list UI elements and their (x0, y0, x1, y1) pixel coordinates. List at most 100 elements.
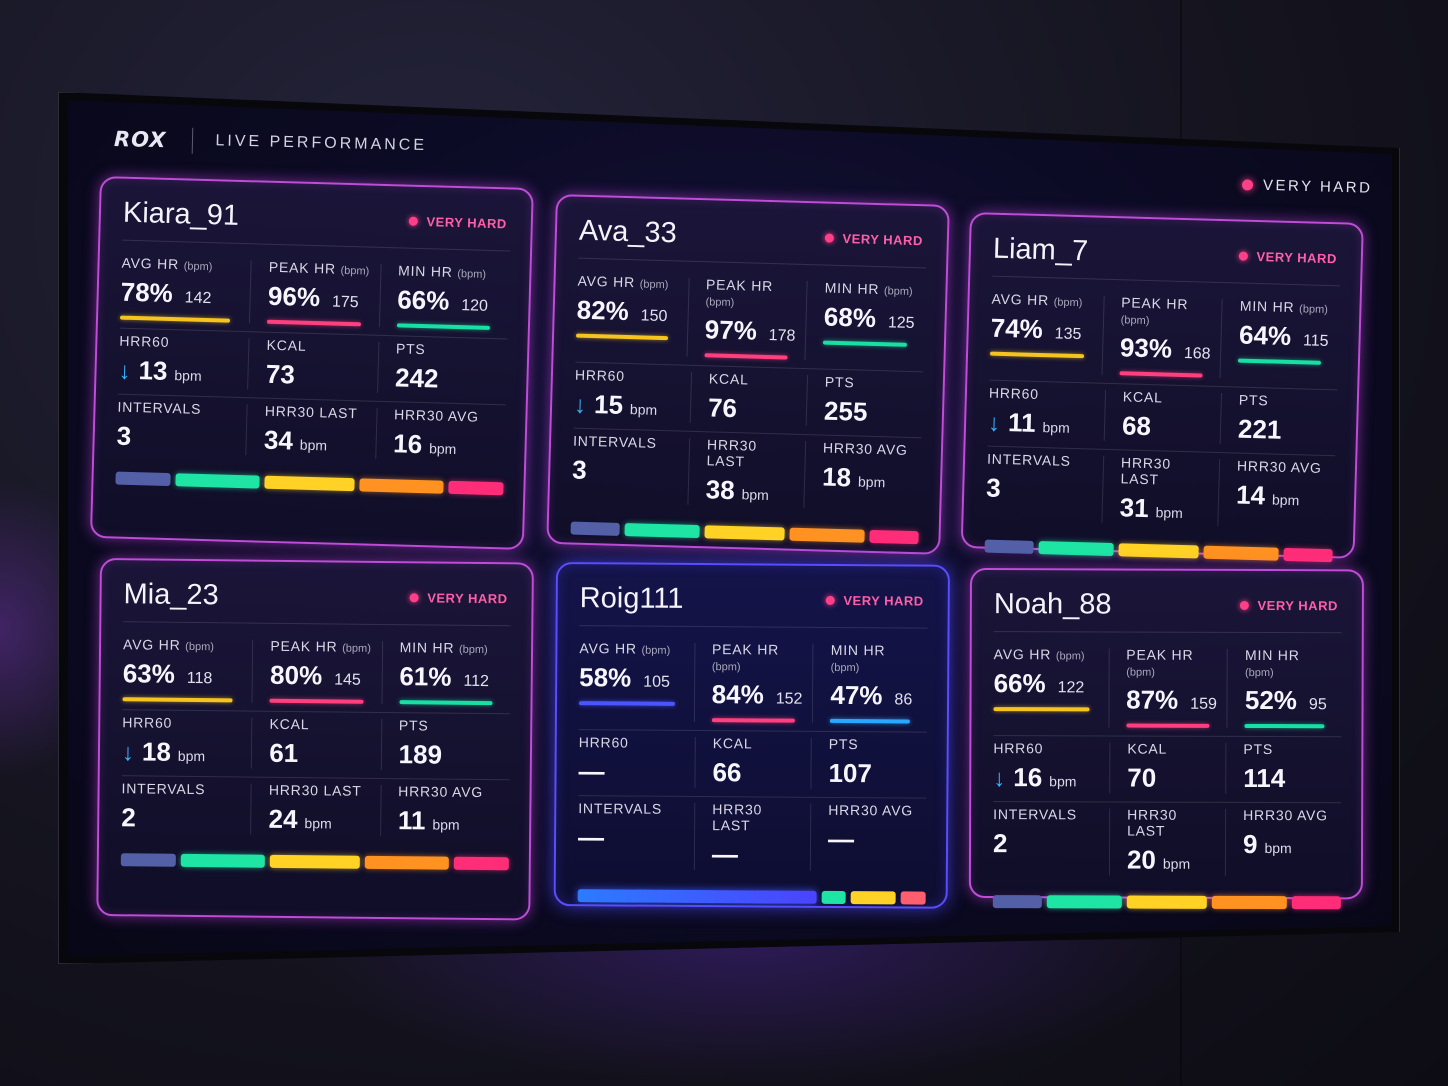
hr-row: AVG HR (bpm) 74% 135 PEAK HR (bpm) 93% 168… (989, 286, 1340, 391)
avg-hr-percent: 74% (990, 312, 1044, 345)
hrr30-avg-value: 14 (1235, 479, 1266, 511)
pts-cell: PTS 242 (376, 336, 507, 405)
min-hr-percent: 52% (1244, 684, 1298, 716)
intervals-cell: INTERVALS — (578, 796, 695, 878)
zone-3-segment (264, 475, 355, 492)
status-dot-icon (1239, 600, 1249, 610)
intervals-value: 2 (121, 802, 136, 833)
zone-3-segment (1126, 895, 1207, 909)
kcal-cell: KCAL 76 (689, 366, 807, 434)
hrr30-avg-cell: HRR30 AVG 11 bpm (380, 779, 510, 845)
hrr30-last-cell: HRR30 LAST 34 bpm (245, 398, 376, 467)
intervals-cell: INTERVALS 2 (121, 776, 251, 842)
hrr60-unit: bpm (1049, 773, 1077, 790)
hrr30-last-value: 34 (263, 424, 294, 456)
peak-hr-bpm: 168 (1183, 345, 1211, 363)
zone-2-segment (180, 853, 266, 868)
intervals-value: 3 (116, 420, 132, 451)
card-header: Noah_88 VERY HARD (993, 588, 1342, 634)
intervals-label: INTERVALS (572, 432, 658, 451)
arrow-down-icon: ↓ (573, 391, 587, 419)
hrr30-last-label: HRR30 LAST (1127, 806, 1178, 839)
zone-2-segment (821, 890, 847, 905)
hrr30-last-value: 20 (1126, 844, 1156, 875)
intensity-badge: VERY HARD (408, 214, 507, 231)
intensity-badge: VERY HARD (824, 231, 924, 249)
session-status-label: VERY HARD (1262, 176, 1373, 197)
zone-4-segment (364, 855, 450, 870)
hrr60-cell: HRR60 ↓ 18 bpm (122, 710, 252, 776)
zone-3-segment (270, 854, 360, 869)
card-header: Ava_33 VERY HARD (578, 214, 928, 269)
intensity-label: VERY HARD (843, 593, 924, 609)
min-hr-cell: MIN HR (bpm) 47% 86 (812, 638, 927, 732)
status-dot-icon (409, 593, 419, 603)
zone-5-segment (448, 480, 504, 496)
hrr60-value: 11 (1007, 407, 1037, 438)
player-name: Kiara_91 (122, 196, 240, 232)
player-card-3[interactable]: Liam_7 VERY HARD AVG HR (bpm) 74% 135 PEA… (960, 212, 1364, 563)
hrr60-value: 18 (141, 736, 172, 767)
hrr30-last-unit: bpm (299, 436, 328, 454)
intervals-label: INTERVALS (993, 806, 1077, 823)
peak-hr-cell: PEAK HR (bpm) 97% 178 (686, 272, 807, 368)
avg-hr-cell: AVG HR (bpm) 58% 105 (579, 636, 694, 730)
pts-cell: PTS 221 (1219, 387, 1337, 455)
player-card-5[interactable]: Roig111 VERY HARD AVG HR (bpm) 58% 105 PE… (553, 562, 950, 909)
min-hr-label: MIN HR (bpm) (830, 641, 886, 675)
zone-1-segment (992, 895, 1042, 909)
avg-hr-bpm: 142 (184, 289, 212, 308)
avg-hr-cell: AVG HR (bpm) 82% 150 (575, 269, 688, 365)
hrr30-avg-label: HRR30 AVG (1236, 457, 1322, 476)
hrr60-label: HRR60 (119, 332, 170, 350)
min-hr-label: MIN HR (bpm) (1239, 297, 1329, 317)
kcal-cell: KCAL 73 (247, 332, 378, 401)
zone-3-segment (704, 525, 785, 541)
arrow-down-icon: ↓ (118, 357, 131, 385)
peak-hr-bar (711, 718, 796, 723)
min-hr-percent: 47% (830, 679, 883, 711)
player-card-2[interactable]: Ava_33 VERY HARD AVG HR (bpm) 82% 150 PEA… (546, 194, 950, 555)
peak-hr-label: PEAK HR (bpm) (1120, 294, 1189, 328)
pts-label: PTS (828, 735, 859, 753)
hrr30-avg-unit: bpm (432, 816, 460, 833)
hrr60-cell: HRR60 ↓ 15 bpm (573, 363, 691, 431)
avg-hr-bpm: 150 (640, 307, 668, 326)
hrr30-avg-label: HRR30 AVG (828, 801, 914, 819)
intervals-label: INTERVALS (121, 780, 206, 798)
kcal-cell: KCAL 70 (1109, 736, 1225, 801)
hr-row: AVG HR (bpm) 58% 105 PEAK HR (bpm) 84% 152… (578, 636, 928, 733)
min-hr-bar (1238, 358, 1321, 365)
intervals-row: INTERVALS 3 HRR30 LAST 31 bpm HRR30 AVG 1… (985, 447, 1335, 538)
kcal-cell: KCAL 66 (694, 731, 810, 797)
intensity-badge: VERY HARD (825, 593, 924, 609)
peak-hr-bpm: 145 (334, 671, 361, 689)
hrr60-cell: HRR60 ↓ 13 bpm (118, 329, 249, 398)
pts-value: 242 (394, 362, 439, 394)
hrr60-unit: bpm (174, 367, 202, 384)
min-hr-cell: MIN HR (bpm) 68% 125 (804, 275, 925, 371)
status-dot-icon (408, 216, 418, 226)
player-card-4[interactable]: Mia_23 VERY HARD AVG HR (bpm) 63% 118 PEA… (96, 558, 534, 921)
player-name: Liam_7 (992, 232, 1089, 268)
avg-hr-label: AVG HR (bpm) (993, 646, 1085, 663)
peak-hr-bpm: 175 (331, 293, 359, 312)
arrow-down-icon: ↓ (987, 409, 1001, 437)
status-dot-icon (1238, 251, 1248, 261)
hrr30-avg-cell: HRR30 AVG 18 bpm (803, 435, 921, 519)
intervals-row: INTERVALS 3 HRR30 LAST 34 bpm HRR30 AVG 1… (116, 395, 506, 471)
hrr30-avg-unit: bpm (1264, 840, 1292, 857)
hrr30-last-label: HRR30 LAST (706, 436, 758, 470)
header-divider (192, 127, 194, 154)
intensity-label: VERY HARD (842, 231, 924, 249)
hr-zone-bar (570, 521, 919, 545)
avg-hr-bar (122, 697, 233, 703)
peak-hr-label: PEAK HR (bpm) (1126, 646, 1194, 679)
peak-hr-label: PEAK HR (bpm) (270, 637, 371, 655)
intervals-row: INTERVALS 3 HRR30 LAST 38 bpm HRR30 AVG 1… (571, 429, 921, 520)
player-name: Noah_88 (993, 588, 1112, 621)
player-card-6[interactable]: Noah_88 VERY HARD AVG HR (bpm) 66% 122 PE… (968, 568, 1364, 910)
player-card-1[interactable]: Kiara_91 VERY HARD AVG HR (bpm) 78% 142 P… (89, 176, 534, 550)
peak-hr-cell: PEAK HR (bpm) 87% 159 (1108, 642, 1227, 735)
card-header: Kiara_91 VERY HARD (122, 196, 512, 252)
